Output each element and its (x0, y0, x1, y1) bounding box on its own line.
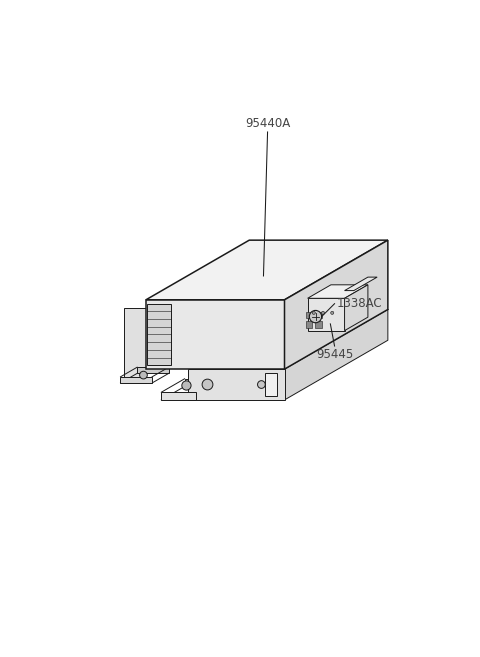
Polygon shape (137, 367, 169, 373)
Circle shape (202, 379, 213, 390)
Polygon shape (315, 321, 322, 328)
Polygon shape (306, 312, 312, 318)
Polygon shape (308, 285, 368, 298)
Polygon shape (265, 373, 277, 396)
Polygon shape (315, 312, 322, 318)
Polygon shape (146, 240, 388, 300)
Text: 1338AC: 1338AC (337, 297, 383, 310)
Polygon shape (285, 240, 388, 369)
Circle shape (258, 380, 265, 388)
Polygon shape (120, 377, 152, 383)
Polygon shape (345, 285, 368, 330)
Polygon shape (306, 321, 312, 328)
Polygon shape (147, 304, 170, 365)
Polygon shape (161, 392, 196, 400)
Circle shape (182, 381, 191, 390)
Circle shape (312, 311, 315, 315)
Polygon shape (124, 307, 146, 383)
Circle shape (322, 311, 324, 315)
Circle shape (331, 311, 334, 315)
Circle shape (309, 310, 322, 323)
Polygon shape (188, 369, 285, 400)
Text: 95445: 95445 (316, 348, 353, 361)
Text: 95440A: 95440A (245, 118, 290, 131)
Circle shape (140, 371, 147, 379)
Polygon shape (146, 300, 285, 369)
Polygon shape (185, 378, 219, 386)
Polygon shape (308, 298, 345, 330)
Polygon shape (345, 277, 377, 290)
Polygon shape (285, 309, 388, 400)
